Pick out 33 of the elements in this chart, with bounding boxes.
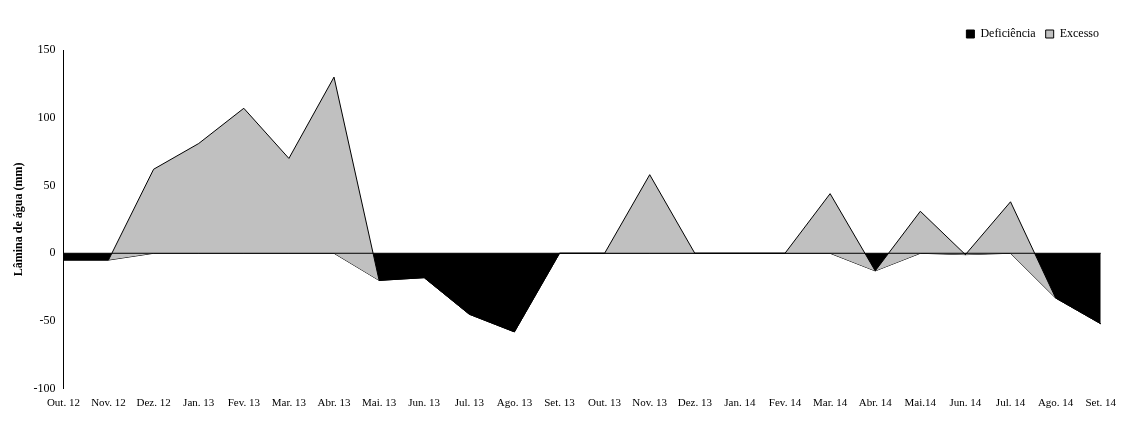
x-tick-label: Jun. 14: [949, 396, 982, 409]
y-tick-label: 0: [49, 245, 56, 260]
x-tick-label: Mar. 14: [813, 396, 848, 409]
x-tick-label: Jul. 14: [995, 396, 1026, 409]
y-tick-label: 50: [43, 177, 56, 192]
x-tick-label: Jul. 13: [454, 396, 485, 409]
x-tick-label: Ago. 14: [1037, 396, 1074, 409]
x-tick-label: Ago. 13: [496, 396, 533, 409]
y-tick-label: -100: [33, 380, 56, 395]
x-tick-label: Jan. 13: [183, 396, 215, 409]
y-axis-title: Lâmina de água (mm): [11, 162, 26, 277]
x-tick-label: Abr. 13: [317, 396, 351, 409]
x-tick-label: Jun. 13: [408, 396, 441, 409]
legend-label: Deficiência: [980, 26, 1037, 41]
x-tick-label: Dez. 12: [136, 396, 171, 409]
x-tick-label: Nov. 12: [91, 396, 126, 409]
x-tick-label: Nov. 13: [632, 396, 668, 409]
x-tick-label: Fev. 14: [768, 396, 802, 409]
x-tick-label: Set. 13: [544, 396, 576, 409]
x-tick-label: Fev. 13: [227, 396, 261, 409]
y-tick-label: 150: [37, 42, 56, 57]
y-tick-label: 100: [37, 109, 56, 124]
x-tick-label: Set. 14: [1085, 396, 1117, 409]
x-tick-label: Mai.14: [904, 396, 937, 409]
x-tick-label: Dez. 13: [677, 396, 713, 409]
x-tick-label: Mai. 13: [361, 396, 397, 409]
x-tick-label: Out. 13: [588, 396, 622, 409]
legend-label: Excesso: [1059, 26, 1100, 41]
x-tick-label: Out. 12: [46, 396, 80, 409]
x-tick-label: Abr. 14: [858, 396, 893, 409]
x-tick-label: Mar. 13: [271, 396, 307, 409]
x-tick-label: Jan. 14: [724, 396, 756, 409]
y-tick-label: -50: [39, 313, 56, 328]
